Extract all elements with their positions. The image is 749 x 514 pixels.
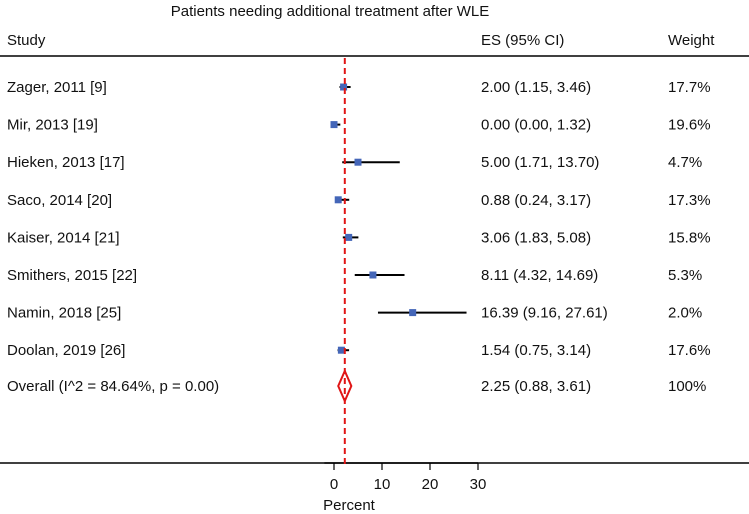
- weight-value: 15.8%: [668, 229, 711, 246]
- chart-title: Patients needing additional treatment af…: [171, 3, 490, 20]
- study-row: Saco, 2014 [20] 0.88 (0.24, 3.17) 17.3%: [7, 192, 711, 209]
- point-marker: [369, 271, 377, 279]
- study-label: Hieken, 2013 [17]: [7, 154, 125, 171]
- es-value: 1.54 (0.75, 3.14): [481, 342, 591, 359]
- study-row: Hieken, 2013 [17] 5.00 (1.71, 13.70) 4.7%: [7, 154, 702, 171]
- point-marker: [345, 233, 353, 241]
- study-row: Kaiser, 2014 [21] 3.06 (1.83, 5.08) 15.8%: [7, 229, 711, 246]
- overall-row: Overall (I^2 = 84.64%, p = 0.00) 2.25 (0.…: [7, 368, 706, 404]
- es-value: 0.88 (0.24, 3.17): [481, 192, 591, 209]
- weight-value: 19.6%: [668, 117, 711, 134]
- es-value: 2.00 (1.15, 3.46): [481, 79, 591, 96]
- point-marker: [409, 309, 417, 317]
- es-value: 16.39 (9.16, 27.61): [481, 305, 608, 322]
- point-marker: [337, 346, 345, 354]
- study-row: Namin, 2018 [25] 16.39 (9.16, 27.61) 2.0%: [7, 305, 702, 322]
- study-row: Mir, 2013 [19] 0.00 (0.00, 1.32) 19.6%: [7, 117, 711, 134]
- x-axis: 0 10 20 30: [324, 462, 487, 493]
- x-tick-label: 0: [330, 476, 338, 493]
- weight-value: 4.7%: [668, 154, 702, 171]
- x-axis-label: Percent: [323, 497, 376, 514]
- study-label: Saco, 2014 [20]: [7, 192, 112, 209]
- point-marker: [330, 121, 338, 129]
- study-label: Kaiser, 2014 [21]: [7, 229, 120, 246]
- weight-value: 5.3%: [668, 267, 702, 284]
- es-value: 8.11 (4.32, 14.69): [481, 267, 598, 284]
- header-study: Study: [7, 32, 46, 49]
- weight-value: 17.3%: [668, 192, 711, 209]
- study-label: Smithers, 2015 [22]: [7, 267, 137, 284]
- weight-value: 2.0%: [668, 305, 702, 322]
- x-tick-label: 30: [470, 476, 487, 493]
- study-label: Namin, 2018 [25]: [7, 305, 121, 322]
- point-marker: [340, 83, 348, 91]
- es-value: 5.00 (1.71, 13.70): [481, 154, 599, 171]
- x-tick-label: 10: [374, 476, 391, 493]
- study-row: Doolan, 2019 [26] 1.54 (0.75, 3.14) 17.6%: [7, 342, 711, 359]
- weight-value: 17.7%: [668, 79, 711, 96]
- study-row: Zager, 2011 [9] 2.00 (1.15, 3.46) 17.7%: [7, 79, 711, 96]
- point-marker: [334, 196, 342, 204]
- study-label: Zager, 2011 [9]: [7, 79, 107, 96]
- overall-weight-value: 100%: [668, 378, 706, 395]
- header-weight: Weight: [668, 32, 715, 49]
- es-value: 3.06 (1.83, 5.08): [481, 229, 591, 246]
- overall-diamond: [337, 368, 353, 404]
- study-label: Doolan, 2019 [26]: [7, 342, 125, 359]
- overall-label: Overall (I^2 = 84.64%, p = 0.00): [7, 378, 219, 395]
- point-marker: [354, 158, 362, 166]
- study-rows: Zager, 2011 [9] 2.00 (1.15, 3.46) 17.7% Mir…: [7, 79, 711, 359]
- overall-es-value: 2.25 (0.88, 3.61): [481, 378, 591, 395]
- study-row: Smithers, 2015 [22] 8.11 (4.32, 14.69) 5.3…: [7, 267, 702, 284]
- header-es: ES (95% CI): [481, 32, 564, 49]
- x-tick-label: 20: [422, 476, 439, 493]
- weight-value: 17.6%: [668, 342, 711, 359]
- es-value: 0.00 (0.00, 1.32): [481, 117, 591, 134]
- study-label: Mir, 2013 [19]: [7, 117, 98, 134]
